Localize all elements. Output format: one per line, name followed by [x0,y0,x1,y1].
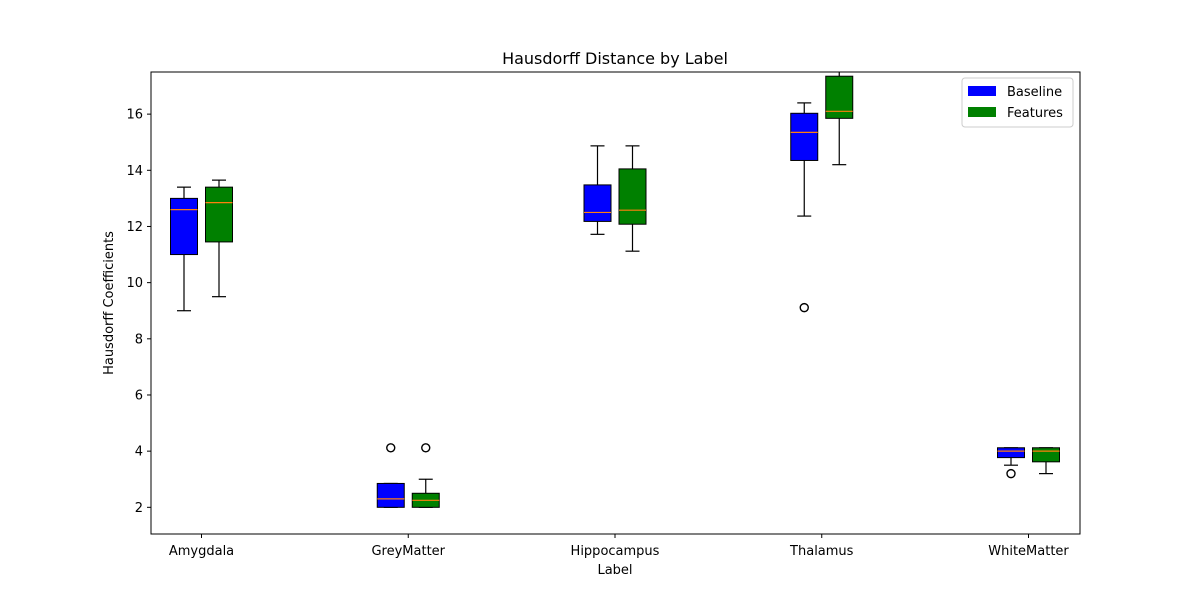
x-tick-label-hippocampus: Hippocampus [571,544,660,559]
legend-swatch-features [968,107,996,117]
x-tick-label-amygdala: Amygdala [169,544,234,559]
x-tick-label-thalamus: Thalamus [789,544,854,559]
y-tick-label-6: 6 [135,388,143,403]
box-features-hippocampus [618,145,647,252]
box-baseline-hippocampus [583,145,612,235]
outlier-baseline-thalamus-0 [799,302,809,313]
box-body-features-whitematter [1032,447,1060,463]
y-tick-label-10: 10 [126,276,143,291]
y-tick-label-12: 12 [126,220,143,235]
box-features-thalamus [825,72,854,166]
y-tick-label-4: 4 [135,445,143,460]
y-tick-label-14: 14 [126,164,143,179]
box-body-baseline-thalamus [790,112,819,161]
box-body-baseline-hippocampus [583,184,612,222]
legend-label-features: Features [1007,106,1063,121]
box-features-whitematter [1032,447,1060,475]
y-tick-label-16: 16 [126,108,143,123]
axes: 2 4 6 8 10 12 14 16 Amygdala GreyMatter Hippocampu… [126,71,1081,559]
box-body-features-amygdala [205,186,233,243]
box-baseline-greymatter [376,443,405,508]
box-body-baseline-amygdala [170,197,198,256]
box-baseline-amygdala [170,186,198,312]
box-body-baseline-whitematter [997,447,1025,459]
plot-area [170,72,1060,508]
outlier-features-greymatter-0 [421,443,431,453]
x-tick-label-greymatter: GreyMatter [371,544,445,559]
legend: Baseline Features [961,77,1074,128]
box-baseline-whitematter [997,447,1025,479]
x-axis-label: Label [597,563,632,578]
outlier-baseline-greymatter-0 [386,443,396,453]
box-body-baseline-greymatter [376,482,405,508]
box-body-features-thalamus [825,75,854,119]
y-axis-label: Hausdorff Coefficients [102,231,117,375]
legend-label-baseline: Baseline [1007,85,1062,100]
box-features-amygdala [205,179,233,298]
legend-swatch-baseline [968,86,996,96]
box-features-greymatter [411,443,440,508]
box-body-features-hippocampus [618,168,647,225]
outlier-baseline-whitematter-0 [1006,468,1016,479]
y-tick-label-8: 8 [135,332,143,347]
x-tick-label-whitematter: WhiteMatter [988,544,1069,559]
y-tick-label-2: 2 [135,501,143,516]
plot-frame [150,71,1081,535]
box-baseline-thalamus [790,102,819,313]
chart-title: Hausdorff Distance by Label [502,49,728,68]
